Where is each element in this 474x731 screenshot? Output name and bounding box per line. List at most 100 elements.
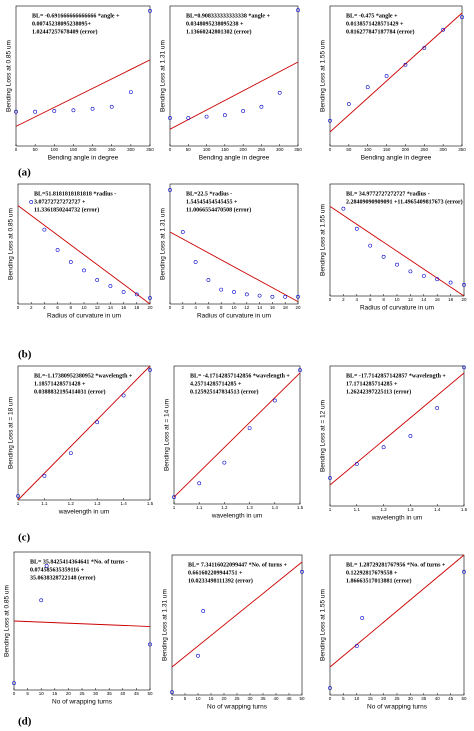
- x-tick-label: 20: [66, 691, 72, 696]
- x-tick-label: 1.5: [147, 501, 154, 506]
- data-point: [33, 109, 38, 114]
- data-point: [435, 277, 440, 282]
- data-point: [172, 495, 176, 500]
- data-point: [462, 365, 466, 370]
- x-tick-label: 45: [286, 696, 292, 701]
- x-tick-label: 16: [121, 305, 127, 310]
- y-axis-label: Bending Loss at 1.55 um: [320, 589, 327, 661]
- x-axis-label: Bending angle in degree: [361, 155, 432, 162]
- data-point: [328, 686, 332, 690]
- x-tick-label: 50: [299, 696, 305, 701]
- y-axis-label: Bending Loss at 0.85 um: [8, 208, 15, 280]
- x-tick-label: 10: [81, 305, 87, 310]
- data-point: [42, 473, 47, 478]
- fit-line: [17, 205, 151, 305]
- x-tick-label: 2: [30, 305, 33, 310]
- x-tick-label: 1.5: [297, 505, 304, 510]
- x-tick-label: 100: [51, 147, 59, 152]
- equation: BL= -0.475 *angle +: [346, 13, 398, 19]
- fit-line: [169, 231, 299, 302]
- x-tick-label: 300: [127, 147, 135, 152]
- y-axis-label: Bending Loss at = 14 um: [164, 399, 171, 471]
- equation: BL=-1.17380952380952 *wavelength +: [34, 373, 133, 379]
- x-tick-label: 0: [17, 305, 20, 310]
- x-tick-label: 14: [257, 305, 263, 310]
- data-point: [206, 278, 211, 282]
- data-point: [197, 481, 202, 486]
- x-tick-label: 1.5: [461, 507, 468, 512]
- fit-line: [13, 620, 151, 627]
- x-tick-label: 50: [33, 147, 39, 152]
- x-tick-label: 1.4: [120, 501, 127, 506]
- data-point: [95, 420, 100, 425]
- data-point: [422, 46, 427, 50]
- x-tick-label: 40: [435, 696, 441, 701]
- plot-frame: [17, 365, 151, 501]
- data-point: [52, 109, 57, 113]
- x-tick-label: 30: [408, 696, 414, 701]
- x-tick-label: 50: [147, 691, 153, 696]
- x-tick-label: 0: [329, 297, 332, 302]
- x-tick-label: 200: [239, 147, 247, 152]
- data-point: [121, 290, 126, 294]
- x-axis-label: Radius of curvature in um: [197, 313, 271, 320]
- x-tick-label: 50: [346, 147, 352, 152]
- fit-line: [329, 206, 465, 297]
- x-tick-label: 1.1: [196, 505, 203, 510]
- equation: 35.0638328722148 (error): [30, 574, 96, 581]
- data-point: [148, 368, 152, 372]
- data-point: [462, 282, 466, 287]
- data-point: [441, 27, 446, 32]
- equation: 3.07272727272727 +: [34, 199, 86, 205]
- x-tick-label: 5: [184, 696, 187, 701]
- plot-frame: [329, 5, 463, 147]
- x-tick-label: 35: [260, 696, 266, 701]
- x-tick-label: 1.2: [68, 501, 75, 506]
- data-point: [108, 284, 113, 288]
- fit-line: [329, 554, 465, 668]
- fit-line: [15, 59, 151, 127]
- equation: 11.3361850244732 (error): [34, 206, 99, 213]
- data-point: [270, 294, 275, 299]
- data-point: [421, 273, 426, 278]
- data-point: [277, 90, 282, 95]
- data-point: [201, 609, 206, 613]
- fit-line: [173, 372, 301, 498]
- x-tick-label: 15: [368, 696, 374, 701]
- x-tick-label: 1: [329, 507, 332, 512]
- x-tick-label: 35: [107, 691, 113, 696]
- equation: 1.26242397225113 (error): [346, 388, 411, 395]
- data-point: [168, 116, 172, 120]
- data-point: [12, 681, 16, 686]
- data-point: [222, 460, 227, 465]
- x-tick-label: 1.3: [94, 501, 101, 506]
- x-tick-label: 40: [120, 691, 126, 696]
- panel-label: (a): [18, 167, 31, 179]
- x-axis-label: Bending angle in degree: [199, 155, 270, 162]
- x-axis-label: No of wrapping turns: [52, 699, 113, 706]
- plot-frame: [169, 5, 299, 147]
- data-point: [232, 290, 236, 294]
- x-tick-label: 0: [13, 691, 16, 696]
- data-point: [109, 104, 114, 109]
- x-tick-label: 0: [169, 305, 172, 310]
- x-tick-label: 30: [247, 696, 253, 701]
- data-point: [55, 248, 60, 252]
- equation: 1.13660242801302 (error): [186, 28, 252, 35]
- equation: BL= 35.8425414364641 *No. of turns -: [30, 559, 128, 565]
- x-tick-label: 14: [108, 305, 114, 310]
- data-point: [354, 226, 359, 231]
- x-axis-label: Bending angle in degree: [48, 155, 119, 162]
- equation: BL=51.8181818181818 *radius -: [34, 191, 116, 197]
- x-tick-label: 200: [89, 147, 97, 152]
- data-point: [272, 398, 277, 403]
- x-tick-label: 25: [234, 696, 240, 701]
- data-point: [95, 278, 100, 282]
- data-point: [257, 293, 262, 298]
- data-point: [298, 368, 302, 373]
- x-tick-label: 350: [294, 147, 302, 152]
- data-point: [328, 476, 332, 480]
- x-tick-label: 250: [108, 147, 116, 152]
- x-axis-label: wavelength in um: [211, 513, 263, 520]
- x-tick-label: 35: [421, 696, 427, 701]
